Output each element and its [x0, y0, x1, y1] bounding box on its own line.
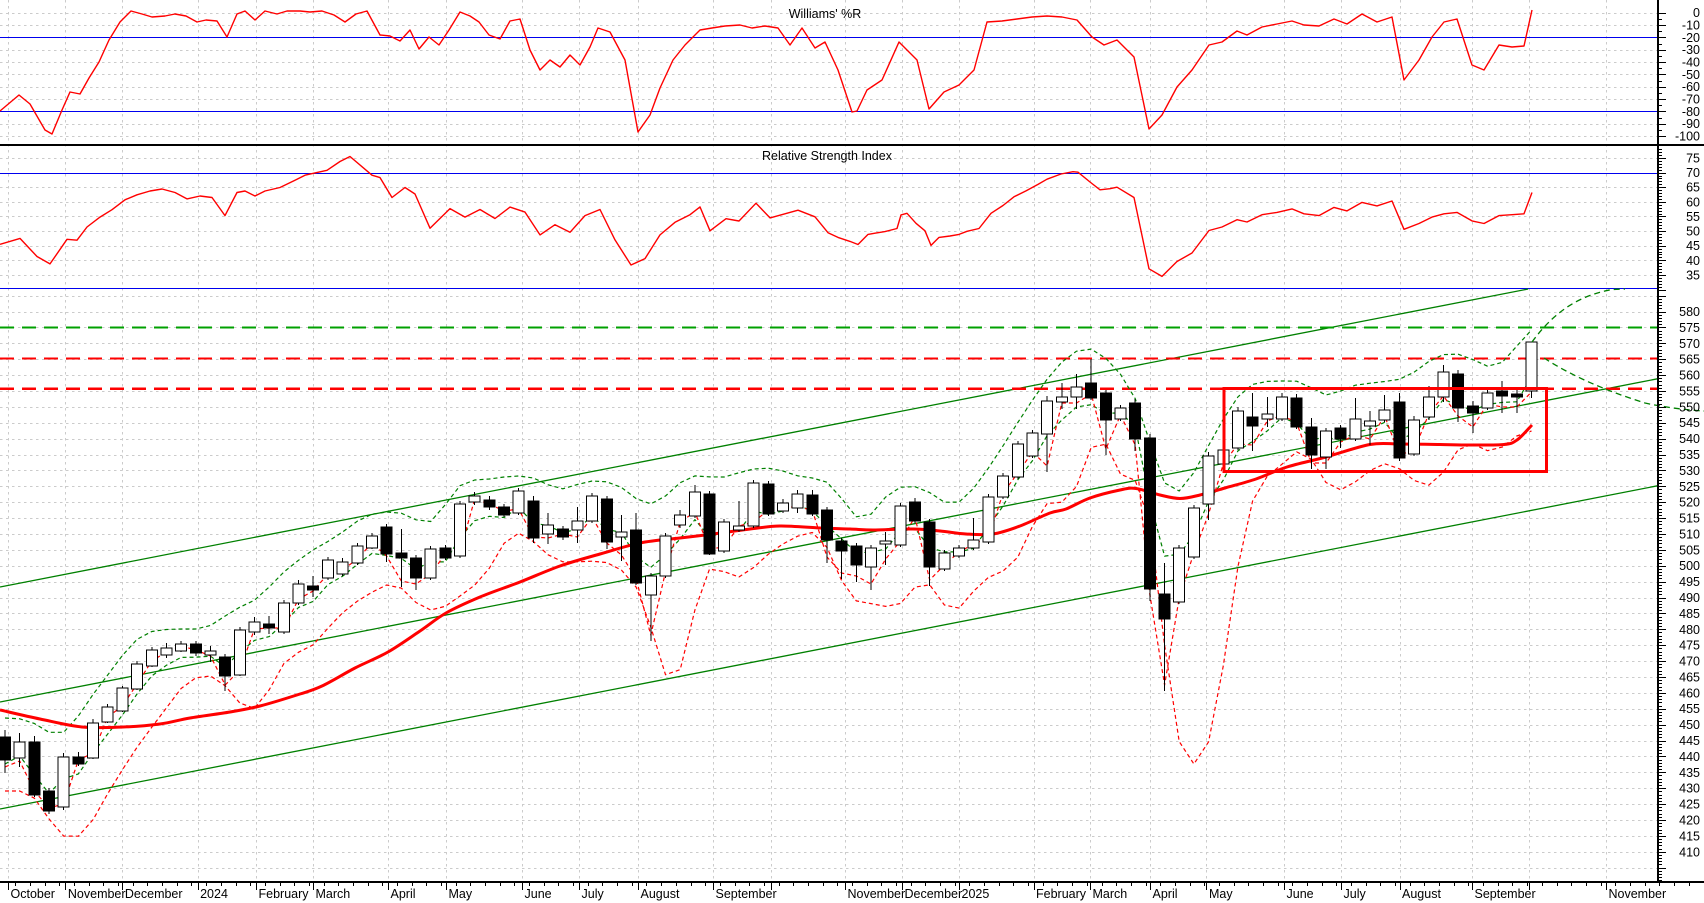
svg-text:June: June	[525, 887, 552, 901]
svg-text:December: December	[125, 887, 183, 901]
svg-text:December: December	[905, 887, 963, 901]
svg-text:July: July	[582, 887, 605, 901]
svg-text:-100: -100	[1675, 130, 1700, 144]
svg-text:475: 475	[1679, 639, 1700, 653]
svg-text:510: 510	[1679, 528, 1700, 542]
svg-text:September: September	[1475, 887, 1536, 901]
svg-text:November: November	[848, 887, 906, 901]
svg-text:570: 570	[1679, 337, 1700, 351]
svg-text:565: 565	[1679, 353, 1700, 367]
svg-text:-20: -20	[1682, 31, 1700, 45]
svg-text:65: 65	[1686, 181, 1700, 195]
svg-text:50: 50	[1686, 225, 1700, 239]
svg-text:May: May	[1209, 887, 1233, 901]
svg-text:440: 440	[1679, 750, 1700, 764]
svg-text:April: April	[391, 887, 416, 901]
svg-text:410: 410	[1679, 845, 1700, 859]
svg-text:August: August	[1402, 887, 1441, 901]
svg-text:45: 45	[1686, 239, 1700, 253]
svg-text:-10: -10	[1682, 19, 1700, 33]
svg-text:May: May	[449, 887, 473, 901]
svg-text:-80: -80	[1682, 105, 1700, 119]
svg-text:-50: -50	[1682, 68, 1700, 82]
svg-text:500: 500	[1679, 559, 1700, 573]
svg-text:560: 560	[1679, 369, 1700, 383]
svg-text:February: February	[1036, 887, 1087, 901]
svg-text:480: 480	[1679, 623, 1700, 637]
svg-text:60: 60	[1686, 195, 1700, 209]
svg-text:0: 0	[1693, 6, 1700, 20]
svg-text:515: 515	[1679, 512, 1700, 526]
svg-text:Williams' %R: Williams' %R	[789, 7, 862, 21]
svg-text:430: 430	[1679, 782, 1700, 796]
svg-text:70: 70	[1686, 166, 1700, 180]
svg-text:March: March	[316, 887, 351, 901]
svg-text:October: October	[11, 887, 55, 901]
svg-text:545: 545	[1679, 416, 1700, 430]
svg-text:540: 540	[1679, 432, 1700, 446]
svg-text:460: 460	[1679, 686, 1700, 700]
svg-text:November: November	[68, 887, 126, 901]
svg-text:June: June	[1287, 887, 1314, 901]
svg-text:465: 465	[1679, 671, 1700, 685]
svg-text:420: 420	[1679, 814, 1700, 828]
svg-text:2025: 2025	[962, 887, 990, 901]
svg-text:530: 530	[1679, 464, 1700, 478]
svg-text:580: 580	[1679, 305, 1700, 319]
svg-text:February: February	[259, 887, 310, 901]
svg-text:40: 40	[1686, 254, 1700, 268]
svg-text:455: 455	[1679, 702, 1700, 716]
svg-text:August: August	[641, 887, 680, 901]
svg-text:2024: 2024	[200, 887, 228, 901]
svg-text:March: March	[1093, 887, 1128, 901]
svg-text:575: 575	[1679, 321, 1700, 335]
svg-text:520: 520	[1679, 496, 1700, 510]
svg-text:490: 490	[1679, 591, 1700, 605]
svg-text:415: 415	[1679, 829, 1700, 843]
svg-text:55: 55	[1686, 210, 1700, 224]
svg-text:485: 485	[1679, 607, 1700, 621]
svg-text:-70: -70	[1682, 93, 1700, 107]
svg-text:435: 435	[1679, 766, 1700, 780]
svg-text:-90: -90	[1682, 117, 1700, 131]
svg-text:535: 535	[1679, 448, 1700, 462]
svg-text:505: 505	[1679, 543, 1700, 557]
svg-text:-40: -40	[1682, 56, 1700, 70]
svg-text:445: 445	[1679, 734, 1700, 748]
svg-text:July: July	[1344, 887, 1367, 901]
svg-text:35: 35	[1686, 269, 1700, 283]
svg-text:525: 525	[1679, 480, 1700, 494]
svg-text:470: 470	[1679, 655, 1700, 669]
svg-text:Relative Strength Index: Relative Strength Index	[762, 149, 893, 163]
svg-text:550: 550	[1679, 400, 1700, 414]
svg-text:555: 555	[1679, 384, 1700, 398]
svg-text:-30: -30	[1682, 43, 1700, 57]
svg-text:495: 495	[1679, 575, 1700, 589]
svg-text:425: 425	[1679, 798, 1700, 812]
svg-text:November: November	[1609, 887, 1667, 901]
svg-text:75: 75	[1686, 152, 1700, 166]
svg-text:450: 450	[1679, 718, 1700, 732]
svg-text:September: September	[716, 887, 777, 901]
svg-text:-60: -60	[1682, 80, 1700, 94]
svg-text:April: April	[1153, 887, 1178, 901]
